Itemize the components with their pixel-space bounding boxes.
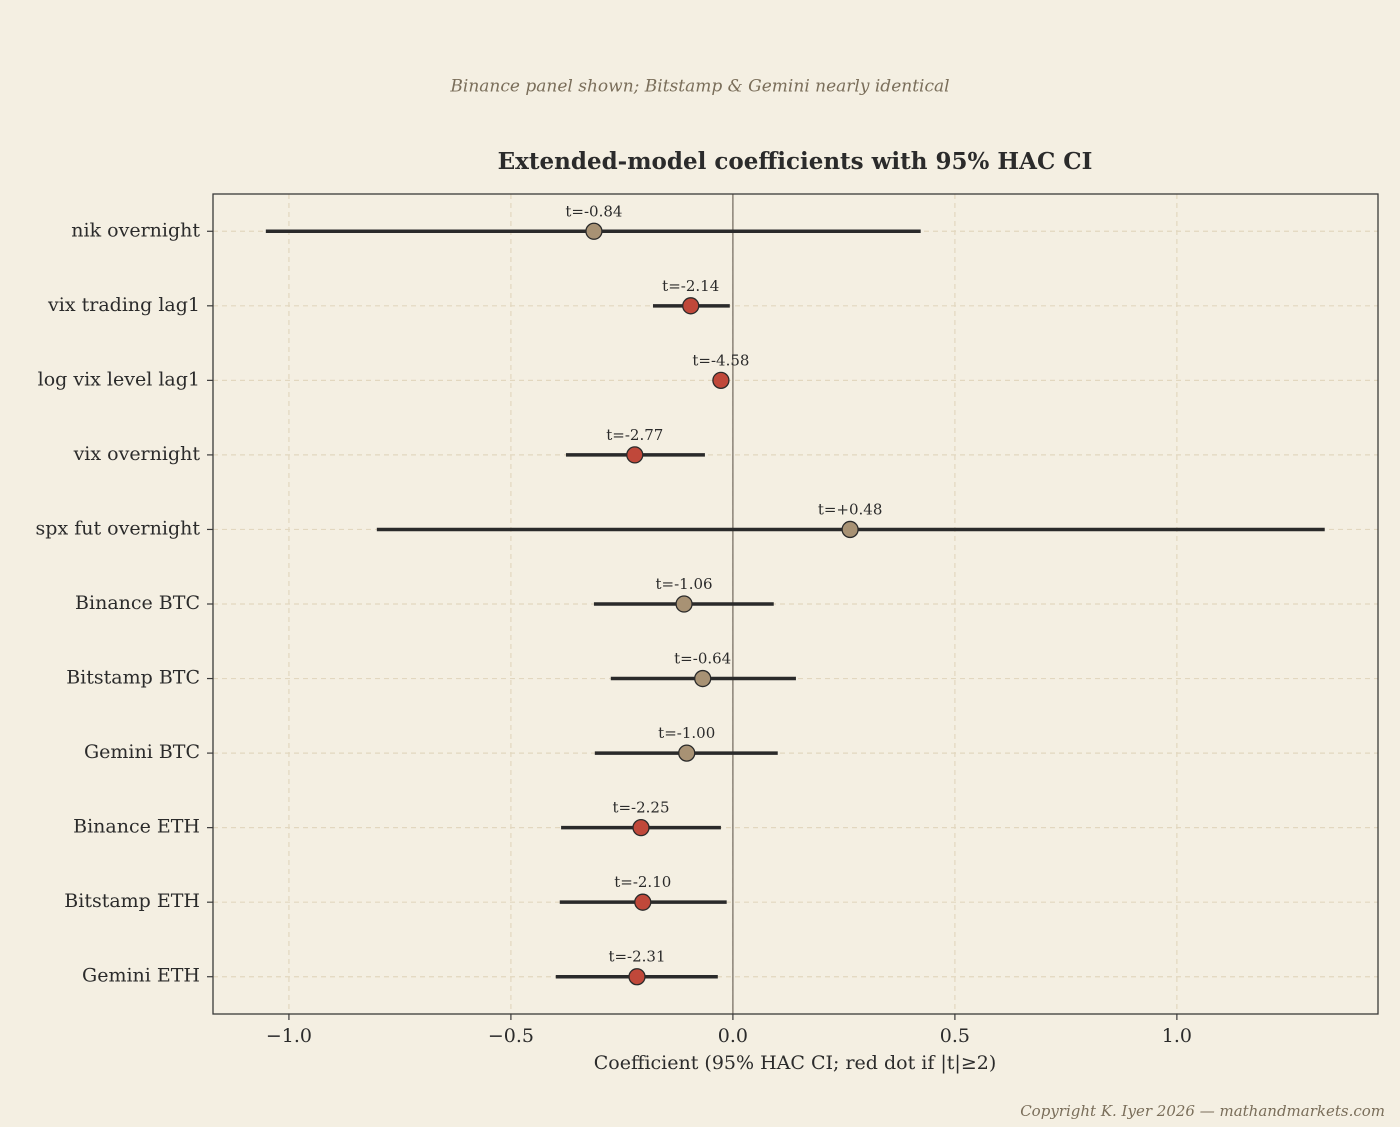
t-label: t=-1.06 (656, 575, 713, 593)
point (712, 371, 730, 390)
x-tick-label: −0.5 (488, 1025, 534, 1047)
point (585, 222, 603, 240)
chart-title: Extended-model coefficients with 95% HAC… (498, 148, 1093, 175)
point (632, 818, 650, 837)
y-tick-label: vix overnight (73, 443, 201, 465)
y-tick-label: nik overnight (71, 219, 200, 241)
t-label: t=-2.25 (612, 799, 669, 817)
t-label: t=-4.58 (692, 351, 749, 369)
t-label: t=+0.48 (818, 500, 883, 518)
y-tick-label: Binance BTC (75, 592, 200, 614)
copyright: Copyright K. Iyer 2026 — mathandmarkets.… (1020, 1102, 1385, 1120)
chart-subtitle: Binance panel shown; Bitstamp & Gemini n… (449, 77, 949, 97)
point (634, 893, 652, 911)
point (628, 968, 646, 986)
x-tick-label: −1.0 (266, 1025, 312, 1047)
t-label: t=-2.31 (608, 948, 665, 966)
y-tick-label: Bitstamp BTC (66, 667, 200, 689)
y-tick-label: Gemini ETH (82, 965, 200, 987)
y-tick-label: vix trading lag1 (47, 294, 200, 316)
point (675, 595, 693, 613)
t-label: t=-0.64 (674, 650, 731, 668)
t-label: t=-2.77 (606, 426, 663, 444)
y-tick-label: spx fut overnight (36, 517, 201, 539)
point (694, 669, 712, 688)
t-label: t=-0.84 (565, 202, 622, 220)
plot-frame (212, 193, 1379, 1015)
t-label: t=-2.14 (662, 277, 719, 295)
y-tick-label: Binance ETH (73, 816, 200, 838)
y-tick-label: log vix level lag1 (38, 368, 200, 390)
point (678, 744, 696, 762)
x-tick-label: 1.0 (1162, 1025, 1192, 1047)
y-tick-label: Bitstamp ETH (64, 890, 200, 912)
x-axis-label: Coefficient (95% HAC CI; red dot if |t|≥… (594, 1052, 997, 1074)
y-tick-label: Gemini BTC (84, 741, 200, 763)
t-label: t=-1.00 (658, 724, 715, 742)
x-tick-label: 0.5 (940, 1025, 970, 1047)
point (626, 446, 644, 464)
t-label: t=-2.10 (614, 873, 671, 891)
point (682, 297, 700, 315)
point (841, 520, 859, 539)
x-tick-label: 0.0 (718, 1025, 748, 1047)
